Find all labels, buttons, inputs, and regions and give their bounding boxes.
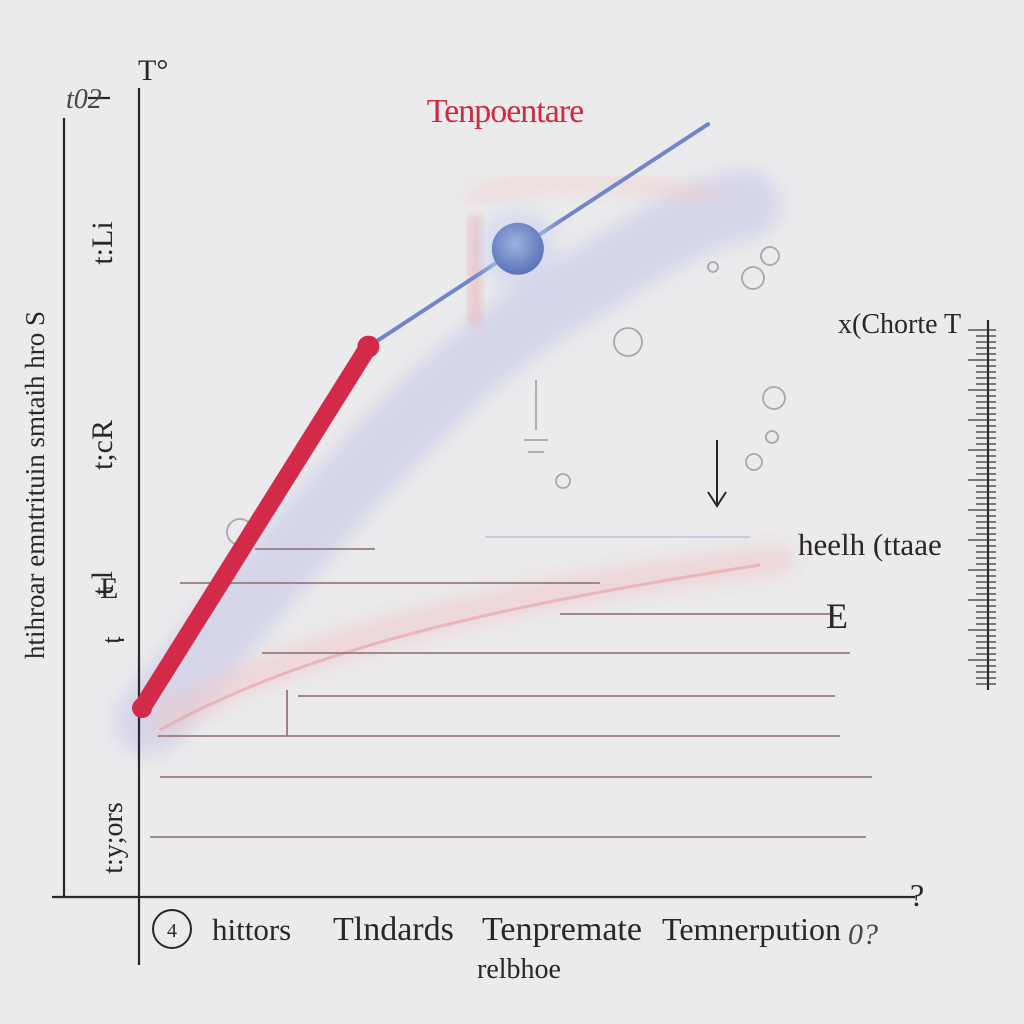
y-tick-label: t [97, 636, 126, 644]
chart-title: Tenpoentare [427, 93, 584, 130]
bottom-left-label: t:y;ors [98, 802, 129, 874]
y-tick-label: E [100, 572, 118, 605]
y2-ruler-ticks [968, 329, 996, 685]
bubble-icon [741, 266, 765, 290]
stem-icon [524, 380, 548, 453]
bubble-icon [707, 261, 719, 273]
series-point-junction [357, 335, 380, 358]
down-arrow-icon [707, 440, 727, 508]
series-point-start [132, 698, 152, 718]
x-tick-label: Tenpremate [482, 911, 642, 948]
haze-band [115, 170, 795, 755]
x-tick-label: Tlndards [333, 911, 454, 948]
x-axis-label: relbhoe [477, 954, 561, 985]
circle-marker: 4 [152, 909, 192, 949]
y-tick-labels: t t l E t;cR t:Li [86, 221, 126, 643]
bubble-icon [760, 246, 780, 266]
y-tick-label: t:Li [86, 221, 119, 264]
x-corner-label: ? [910, 877, 924, 913]
y-tick-label: t l [86, 571, 119, 595]
y-axis-label: htihroar emntrituin smtaih hro S [20, 311, 50, 659]
bubble-icon [765, 430, 779, 444]
x-tick-label: Temnerpution [662, 911, 841, 947]
grid-lines [150, 536, 872, 838]
annotation-mark: E [826, 596, 848, 636]
top-left-label: t02 [66, 84, 102, 115]
bubble-icon [762, 386, 786, 410]
series-line-1 [133, 337, 378, 717]
annotation-label: heelh (ttaae [798, 527, 942, 562]
y2-axis-label: x(Chorte T [838, 309, 961, 340]
bubble-icon [745, 453, 763, 471]
axes [52, 88, 990, 965]
y-tick-label: t;cR [86, 420, 119, 470]
bubble-icon [555, 473, 571, 489]
x-tick-labels: hittors Tlndards Tenpremate Temnerpution… [212, 911, 878, 951]
bubble-icon [613, 327, 643, 357]
top-axis-label: T° [138, 54, 168, 87]
x-tick-label: 0? [848, 918, 878, 951]
x-tick-label: hittors [212, 912, 291, 947]
series-group [132, 122, 710, 718]
circle-marker-label: 4 [167, 920, 177, 942]
series-point-highlight [491, 222, 544, 275]
